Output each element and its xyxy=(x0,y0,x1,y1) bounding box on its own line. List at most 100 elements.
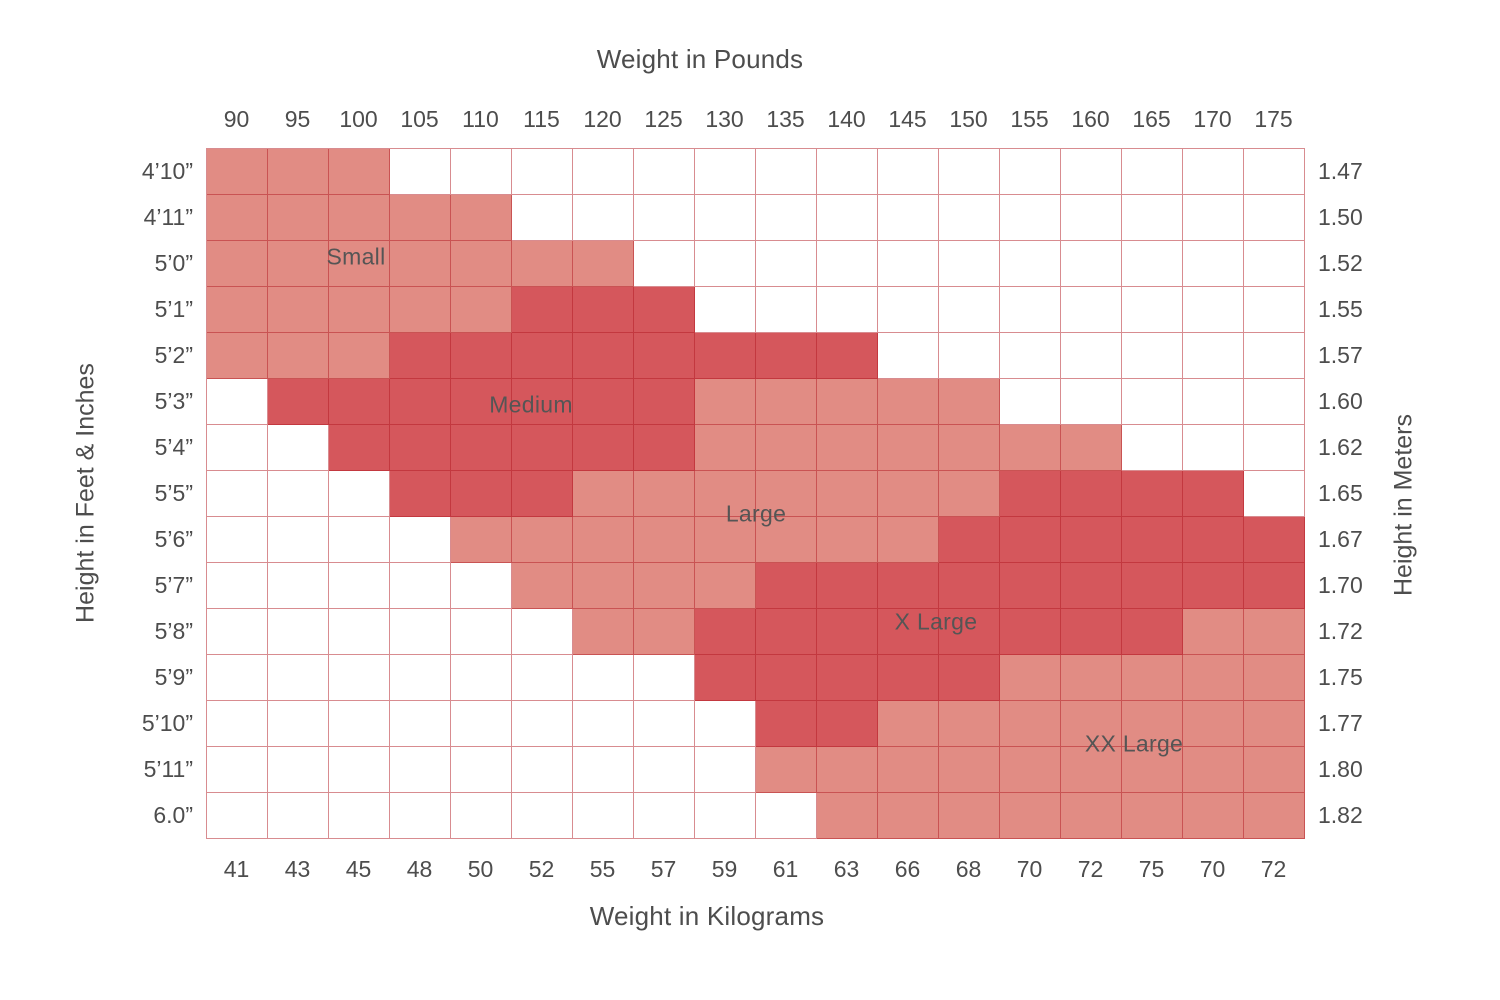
grid-cell-medium xyxy=(695,333,756,379)
grid-cell-xx-large xyxy=(939,747,1000,793)
grid-cell-large xyxy=(695,517,756,563)
grid-cell-none xyxy=(1061,241,1122,287)
feet-inches-axis-ticks: 4’10” 4’11” 5’0” 5’1” 5’2” 5’3” 5’4” 5’5” 5’6” 5’… xyxy=(0,148,193,838)
grid-cell-none xyxy=(451,149,512,195)
grid-cell-medium xyxy=(512,425,573,471)
grid-cell-large xyxy=(634,609,695,655)
grid-cell-medium xyxy=(451,425,512,471)
grid-cell-large xyxy=(573,517,634,563)
grid-cell-none xyxy=(390,655,451,701)
grid-cell-medium xyxy=(573,287,634,333)
grid-cell-none xyxy=(207,471,268,517)
kilograms-tick: 50 xyxy=(467,856,494,882)
kilograms-tick: 70 xyxy=(1199,856,1226,882)
feet-inches-tick: 5’0” xyxy=(154,249,193,276)
grid-cell-medium xyxy=(634,287,695,333)
grid-cell-none xyxy=(878,149,939,195)
kilograms-tick: 45 xyxy=(345,856,372,882)
grid-cell-none xyxy=(695,747,756,793)
grid-cell-large xyxy=(634,517,695,563)
feet-inches-tick: 5’2” xyxy=(154,341,193,368)
grid-cell-x-large xyxy=(1183,471,1244,517)
grid-cell-none xyxy=(1244,287,1305,333)
grid-cell-medium xyxy=(268,379,329,425)
grid-cell-large xyxy=(573,609,634,655)
grid-cell-none xyxy=(207,425,268,471)
region-label-xx-large: XX Large xyxy=(1084,730,1184,757)
kilograms-tick: 43 xyxy=(284,856,311,882)
grid-cell-small xyxy=(329,241,390,287)
grid-cell-small xyxy=(390,287,451,333)
grid-cell-none xyxy=(756,149,817,195)
grid-cell-none xyxy=(390,517,451,563)
meters-tick: 1.82 xyxy=(1318,801,1363,828)
grid-cell-none xyxy=(512,149,573,195)
grid-cell-x-large xyxy=(1000,517,1061,563)
grid-cell-none xyxy=(390,149,451,195)
grid-cell-large xyxy=(573,471,634,517)
grid-cell-small xyxy=(573,241,634,287)
grid-cell-small xyxy=(207,333,268,379)
grid-cell-large xyxy=(878,425,939,471)
grid-cell-small xyxy=(268,149,329,195)
grid-cell-none xyxy=(1122,425,1183,471)
grid-cell-medium xyxy=(512,333,573,379)
grid-cell-x-large xyxy=(1183,517,1244,563)
feet-inches-tick: 4’10” xyxy=(141,157,193,184)
grid-cell-xx-large xyxy=(878,793,939,839)
grid-cell-none xyxy=(634,655,695,701)
grid-cell-none xyxy=(329,471,390,517)
grid-cell-large xyxy=(512,563,573,609)
grid-cell-large xyxy=(695,563,756,609)
grid-cell-small xyxy=(268,287,329,333)
grid-cell-none xyxy=(1244,333,1305,379)
grid-cell-none xyxy=(512,655,573,701)
grid-cell-xx-large xyxy=(1244,747,1305,793)
pounds-tick: 115 xyxy=(523,106,560,132)
grid-cell-none xyxy=(268,701,329,747)
grid-cell-xx-large xyxy=(1061,701,1122,747)
grid-cell-xx-large xyxy=(1183,655,1244,701)
grid-cell-small xyxy=(512,241,573,287)
grid-cell-large xyxy=(939,471,1000,517)
grid-cell-none xyxy=(1244,425,1305,471)
grid-cell-none xyxy=(634,793,695,839)
grid-cell-x-large xyxy=(878,655,939,701)
feet-inches-tick: 5’9” xyxy=(154,663,193,690)
grid-cell-none xyxy=(207,609,268,655)
grid-cell-large xyxy=(817,425,878,471)
grid-cell-none xyxy=(268,471,329,517)
grid-cell-x-large xyxy=(1000,471,1061,517)
grid-cell-xx-large xyxy=(1183,747,1244,793)
grid-cell-none xyxy=(390,563,451,609)
grid-cell-x-large xyxy=(817,563,878,609)
grid-cell-none xyxy=(817,149,878,195)
grid-cell-none xyxy=(207,655,268,701)
grid-cell-medium xyxy=(573,425,634,471)
grid-cell-large xyxy=(1061,425,1122,471)
pounds-tick: 90 xyxy=(223,106,250,132)
feet-inches-tick: 5’5” xyxy=(154,479,193,506)
bottom-axis-title: Weight in Kilograms xyxy=(589,901,825,931)
grid-cell-xx-large xyxy=(817,747,878,793)
grid-cell-x-large xyxy=(939,563,1000,609)
grid-cell-xx-large xyxy=(939,701,1000,747)
grid-cell-none xyxy=(756,793,817,839)
grid-cell-none xyxy=(695,701,756,747)
grid-cell-large xyxy=(878,471,939,517)
grid-cell-x-large xyxy=(1061,471,1122,517)
grid-cell-none xyxy=(1061,149,1122,195)
grid-cell-small xyxy=(451,195,512,241)
grid-cell-none xyxy=(207,517,268,563)
grid-cell-none xyxy=(1183,379,1244,425)
grid-cell-xx-large xyxy=(1183,609,1244,655)
grid-cell-x-large xyxy=(878,563,939,609)
grid-cell-medium xyxy=(329,379,390,425)
feet-inches-tick: 5’4” xyxy=(154,433,193,460)
meters-tick: 1.77 xyxy=(1318,709,1363,736)
grid-cell-x-large xyxy=(695,609,756,655)
grid-cell-none xyxy=(451,563,512,609)
grid-cell-none xyxy=(573,793,634,839)
grid-cell-none xyxy=(207,747,268,793)
